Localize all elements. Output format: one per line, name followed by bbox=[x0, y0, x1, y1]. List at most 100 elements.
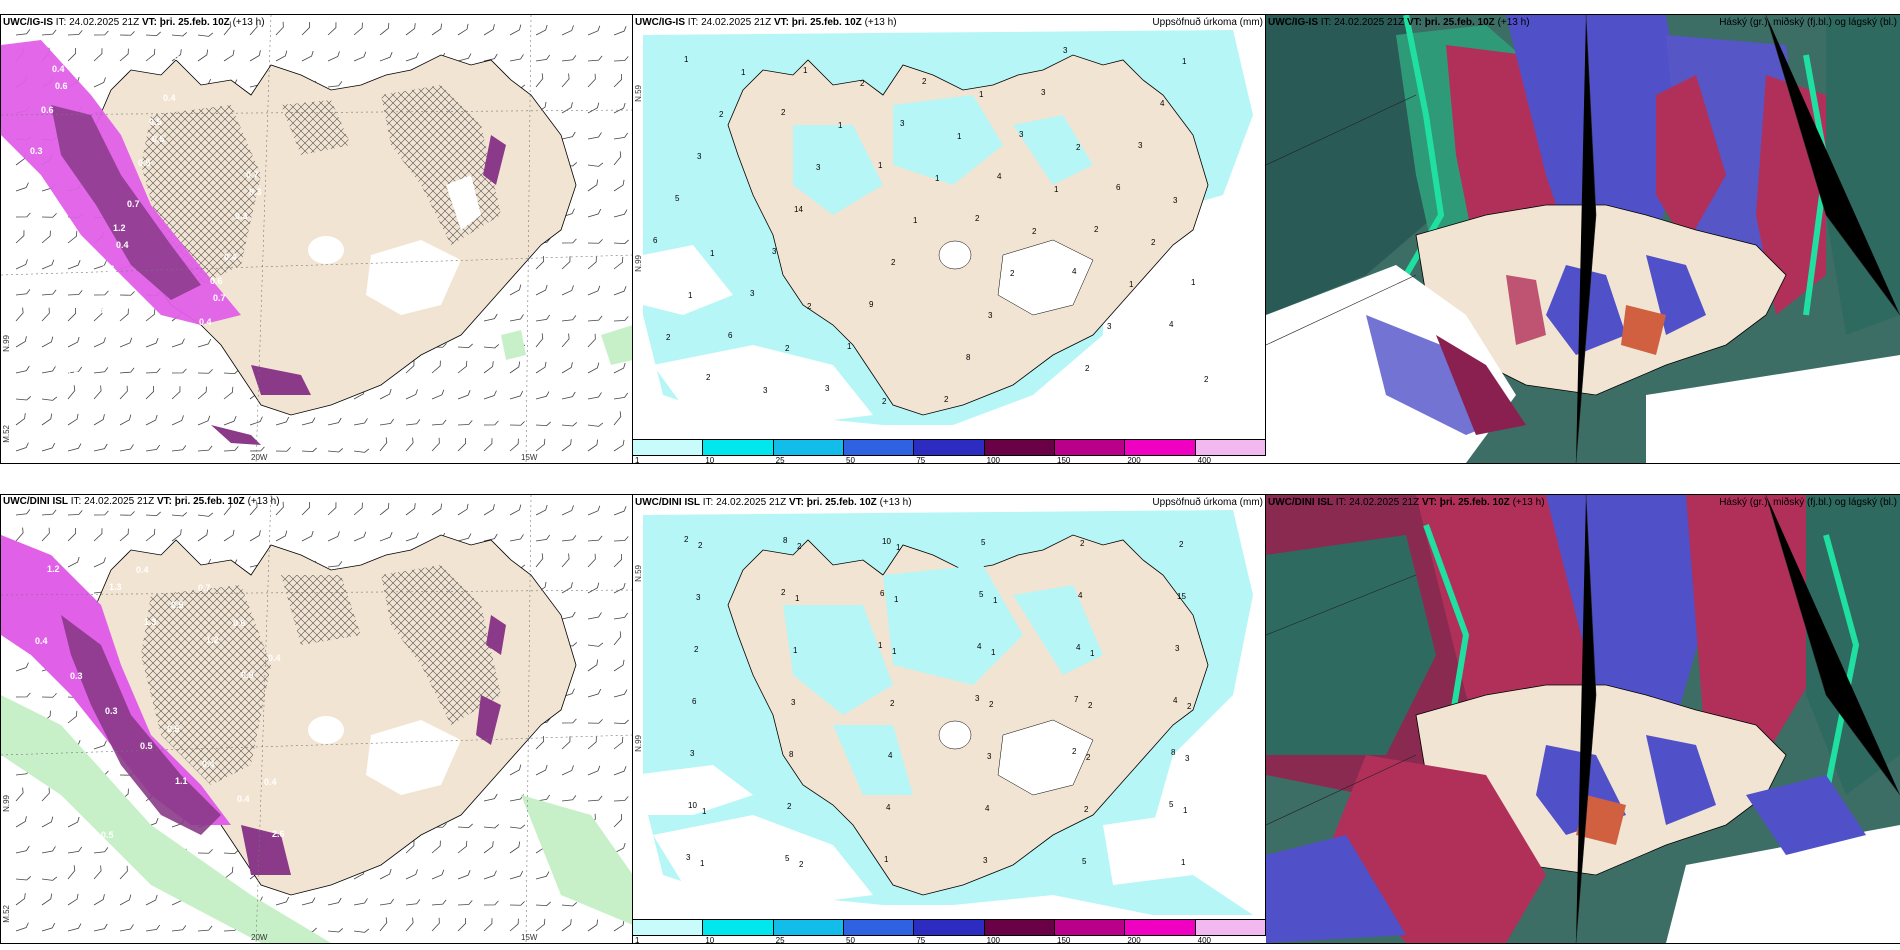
value-label: 3 bbox=[1173, 196, 1178, 205]
map-canvas-p4: 1.2 1.3 0.9 0.8 1.1 2.6 1.3 1.2 0.9 0.5 0.4 0.6 0.5 0… bbox=[1, 495, 633, 943]
value-label: 0.7 bbox=[213, 293, 226, 303]
wind-barb bbox=[587, 55, 603, 62]
wind-barb bbox=[15, 396, 32, 401]
wind-barb bbox=[41, 396, 58, 401]
value-label: 1 bbox=[1129, 280, 1134, 289]
wind-barb bbox=[613, 239, 629, 245]
value-label: 0.6 bbox=[55, 81, 68, 91]
lat-label: N.99 bbox=[2, 335, 11, 352]
wind-barb bbox=[15, 289, 31, 296]
value-label: 2 bbox=[797, 542, 802, 551]
wind-barb bbox=[509, 534, 524, 542]
value-label: 1 bbox=[878, 641, 883, 650]
value-label: 2 bbox=[882, 397, 887, 406]
wind-barb bbox=[197, 369, 213, 374]
wind-barb bbox=[67, 260, 81, 270]
wind-barb bbox=[93, 894, 105, 906]
value-label: 1 bbox=[700, 859, 705, 868]
value-label: 0.3 bbox=[235, 211, 248, 221]
wind-barb bbox=[379, 418, 395, 426]
wind-barb bbox=[41, 816, 54, 828]
value-label: 2 bbox=[1179, 540, 1184, 549]
wind-barb bbox=[535, 421, 551, 427]
value-label: 1.2 bbox=[206, 635, 219, 645]
value-label: 0.5 bbox=[101, 830, 114, 840]
value-label: 2 bbox=[975, 214, 980, 223]
value-label: 2 bbox=[944, 395, 949, 404]
wind-barb bbox=[535, 391, 550, 400]
wind-barb bbox=[561, 131, 576, 140]
value-label: 6 bbox=[692, 697, 697, 706]
wind-barb bbox=[431, 917, 440, 932]
wind-barb bbox=[119, 31, 135, 36]
wind-barb bbox=[93, 308, 103, 322]
value-label: 0.7 bbox=[246, 170, 259, 180]
wind-barb bbox=[613, 102, 626, 114]
wind-barb bbox=[197, 529, 209, 542]
wind-barb bbox=[15, 365, 30, 374]
wind-barb bbox=[457, 870, 471, 880]
wind-barb bbox=[587, 25, 601, 36]
wind-barb bbox=[405, 360, 415, 374]
wind-barb bbox=[145, 386, 155, 400]
wind-barb bbox=[93, 30, 109, 36]
wind-barb bbox=[171, 368, 187, 374]
wind-barb bbox=[457, 900, 473, 906]
wind-barb bbox=[431, 389, 445, 400]
wind-barb bbox=[197, 386, 207, 400]
wind-barb bbox=[405, 532, 419, 542]
value-label: 0.5 bbox=[77, 329, 90, 339]
wind-barb bbox=[587, 362, 600, 374]
wind-precip-panel-igis: 0.4 0.5 0.7 1.2 0.6 0.5 0.4 0.6 0.5 0.3 0.6 0.4 0.5 0… bbox=[0, 14, 634, 464]
wind-barb bbox=[431, 419, 447, 426]
wind-barb bbox=[431, 899, 447, 906]
colorbar-label: 50 bbox=[846, 936, 855, 944]
wind-barb bbox=[67, 556, 80, 568]
value-label: 4 bbox=[1173, 696, 1178, 705]
wind-barb bbox=[327, 81, 343, 88]
wind-barb bbox=[561, 102, 573, 114]
wind-barb bbox=[223, 386, 234, 400]
wind-barb bbox=[41, 693, 57, 698]
colorbar-label: 200 bbox=[1127, 456, 1141, 464]
wind-barb bbox=[327, 22, 337, 36]
value-label: 0.3 bbox=[70, 671, 83, 681]
wind-barb bbox=[561, 765, 574, 776]
wind-barb bbox=[613, 286, 627, 296]
value-label: 2 bbox=[1088, 701, 1093, 710]
colorbar-swatch bbox=[984, 920, 1055, 935]
value-label: 0.9 bbox=[241, 670, 254, 680]
wind-barb bbox=[483, 420, 499, 426]
wind-barb bbox=[93, 557, 106, 568]
wind-barb bbox=[67, 443, 82, 452]
value-label: 1 bbox=[702, 807, 707, 816]
wind-barb bbox=[561, 285, 574, 296]
wind-barb bbox=[535, 901, 551, 907]
wind-barb bbox=[561, 902, 578, 907]
value-label: 2 bbox=[706, 373, 711, 382]
wind-barb bbox=[41, 259, 55, 270]
wind-barb bbox=[67, 336, 80, 348]
value-label: 2 bbox=[666, 333, 671, 342]
wind-barb bbox=[457, 390, 471, 400]
wind-barb bbox=[535, 361, 547, 374]
wind-barb bbox=[119, 414, 132, 426]
wind-barb bbox=[587, 315, 603, 322]
value-label: 1 bbox=[688, 291, 693, 300]
wind-barb bbox=[587, 553, 596, 568]
lon-label-20w: 20W bbox=[251, 453, 268, 462]
wind-barb bbox=[431, 23, 443, 36]
wind-barb bbox=[15, 662, 29, 672]
colorbar-label: 1 bbox=[635, 456, 640, 464]
value-label: 0.4 bbox=[237, 794, 250, 804]
value-label: 1 bbox=[1191, 278, 1196, 287]
wind-barb bbox=[41, 509, 57, 516]
wind-barb bbox=[15, 413, 26, 426]
wind-barb bbox=[483, 793, 498, 802]
wind-barb bbox=[171, 415, 184, 426]
colorbar-label: 50 bbox=[846, 456, 855, 464]
value-label: 2 bbox=[799, 860, 804, 869]
wind-barb bbox=[15, 212, 31, 218]
wind-barb bbox=[483, 841, 494, 854]
wind-barb bbox=[93, 337, 106, 348]
